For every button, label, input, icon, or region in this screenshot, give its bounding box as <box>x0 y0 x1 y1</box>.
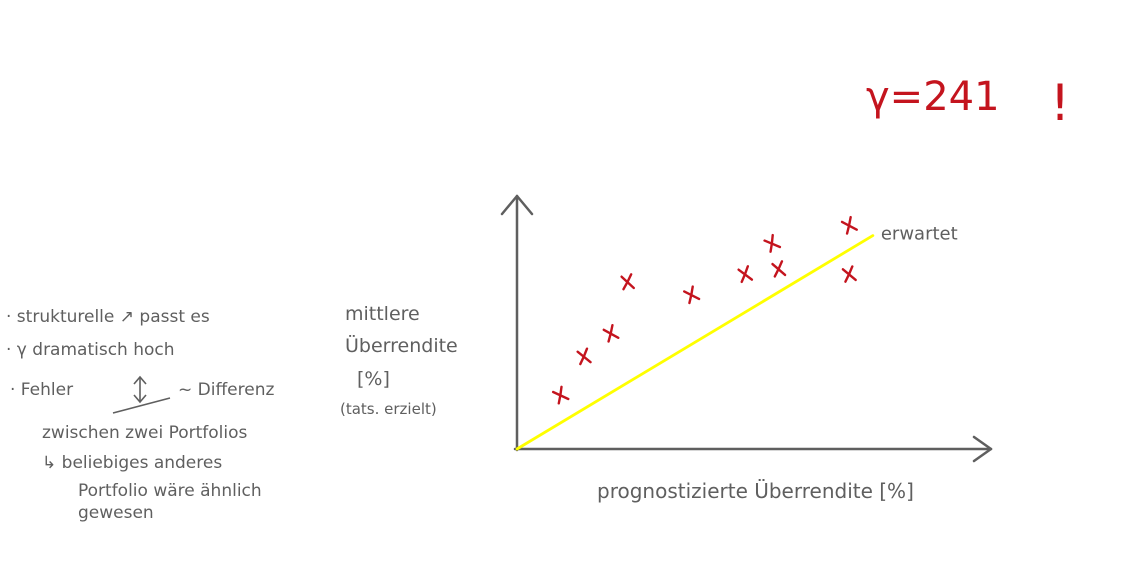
note-would-have-been: gewesen <box>78 503 154 523</box>
x-axis-label: prognostizierte Überrendite [%] <box>597 479 914 503</box>
note-gamma-high: · γ dramatisch hoch <box>6 340 175 360</box>
expected-line <box>515 234 875 451</box>
scatter-point <box>841 265 857 283</box>
scatter-points <box>551 215 858 405</box>
notes-block: · strukturelle ↗ passt es · γ dramatisch… <box>6 307 274 523</box>
y-axis-arrowhead <box>500 194 534 216</box>
expected-line-label: erwartet <box>881 224 958 245</box>
y-axis-label-line: (tats. erzielt) <box>340 400 437 418</box>
y-axis-label-line: mittlere <box>345 303 420 325</box>
note-between-portfolios: zwischen zwei Portfolios <box>42 423 248 443</box>
double-arrow-icon <box>112 375 171 414</box>
exclamation-mark: ! <box>1050 74 1070 132</box>
note-similar: Portfolio wäre ähnlich <box>78 481 262 501</box>
note-difference: ~ Differenz <box>178 380 274 400</box>
note-structural: · strukturelle ↗ passt es <box>6 307 210 327</box>
chart-axes <box>500 194 993 463</box>
x-axis-arrowhead <box>972 435 993 463</box>
scatter-point <box>620 273 636 291</box>
scatter-point <box>682 285 701 305</box>
scatter-point <box>840 215 858 235</box>
gamma-annotation: γ=241 <box>866 74 1000 120</box>
note-arbitrary: ↳ beliebiges anderes <box>42 453 222 473</box>
scatter-point <box>602 323 620 343</box>
scatter-point <box>771 260 787 278</box>
scatter-point <box>737 265 754 284</box>
y-axis-label-line: [%] <box>357 368 390 390</box>
scatter-point <box>763 233 782 253</box>
note-error: · Fehler <box>10 380 73 400</box>
scatter-point <box>551 385 570 405</box>
y-axis-label: mittlere Überrendite [%] (tats. erzielt) <box>340 303 458 418</box>
y-axis-label-line: Überrendite <box>345 334 458 357</box>
scatter-point <box>576 347 592 366</box>
